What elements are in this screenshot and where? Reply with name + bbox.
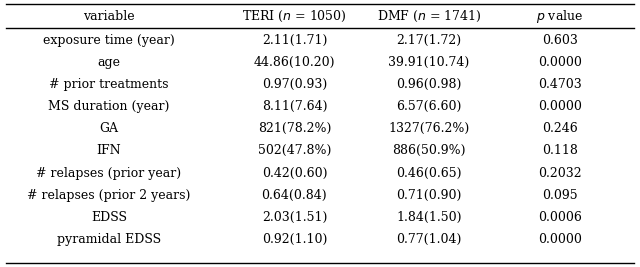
Text: 0.0000: 0.0000: [538, 56, 582, 69]
Text: pyramidal EDSS: pyramidal EDSS: [57, 233, 161, 246]
Text: # prior treatments: # prior treatments: [49, 78, 168, 91]
Text: TERI ($n$ = 1050): TERI ($n$ = 1050): [242, 9, 347, 23]
Text: 0.96(0.98): 0.96(0.98): [396, 78, 461, 91]
Text: DMF ($n$ = 1741): DMF ($n$ = 1741): [376, 9, 481, 23]
Text: 0.42(0.60): 0.42(0.60): [262, 167, 327, 179]
Text: 0.603: 0.603: [542, 34, 578, 46]
Text: 0.0000: 0.0000: [538, 233, 582, 246]
Text: GA: GA: [99, 122, 118, 135]
Text: 0.2032: 0.2032: [538, 167, 582, 179]
Text: 2.11(1.71): 2.11(1.71): [262, 34, 327, 46]
Text: 8.11(7.64): 8.11(7.64): [262, 100, 327, 113]
Text: 0.246: 0.246: [542, 122, 578, 135]
Text: age: age: [97, 56, 120, 69]
Text: IFN: IFN: [97, 144, 121, 157]
Text: EDSS: EDSS: [91, 211, 127, 224]
Text: 0.4703: 0.4703: [538, 78, 582, 91]
Text: variable: variable: [83, 10, 134, 22]
Text: 44.86(10.20): 44.86(10.20): [253, 56, 335, 69]
Text: 886(50.9%): 886(50.9%): [392, 144, 465, 157]
Text: 0.77(1.04): 0.77(1.04): [396, 233, 461, 246]
Text: 821(78.2%): 821(78.2%): [258, 122, 331, 135]
Text: 0.118: 0.118: [542, 144, 578, 157]
Text: 6.57(6.60): 6.57(6.60): [396, 100, 461, 113]
Text: 0.46(0.65): 0.46(0.65): [396, 167, 461, 179]
Text: # relapses (prior year): # relapses (prior year): [36, 167, 181, 179]
Text: 1327(76.2%): 1327(76.2%): [388, 122, 469, 135]
Text: 2.17(1.72): 2.17(1.72): [396, 34, 461, 46]
Text: # relapses (prior 2 years): # relapses (prior 2 years): [27, 189, 191, 202]
Text: 0.64(0.84): 0.64(0.84): [262, 189, 327, 202]
Text: 502(47.8%): 502(47.8%): [258, 144, 331, 157]
Text: 0.97(0.93): 0.97(0.93): [262, 78, 327, 91]
Text: 0.71(0.90): 0.71(0.90): [396, 189, 461, 202]
Text: 0.92(1.10): 0.92(1.10): [262, 233, 327, 246]
Text: 1.84(1.50): 1.84(1.50): [396, 211, 461, 224]
Text: 39.91(10.74): 39.91(10.74): [388, 56, 469, 69]
Text: 2.03(1.51): 2.03(1.51): [262, 211, 327, 224]
Text: 0.0006: 0.0006: [538, 211, 582, 224]
Text: $p$ value: $p$ value: [536, 7, 584, 25]
Text: MS duration (year): MS duration (year): [48, 100, 170, 113]
Text: 0.0000: 0.0000: [538, 100, 582, 113]
Text: exposure time (year): exposure time (year): [43, 34, 175, 46]
Text: 0.095: 0.095: [542, 189, 578, 202]
